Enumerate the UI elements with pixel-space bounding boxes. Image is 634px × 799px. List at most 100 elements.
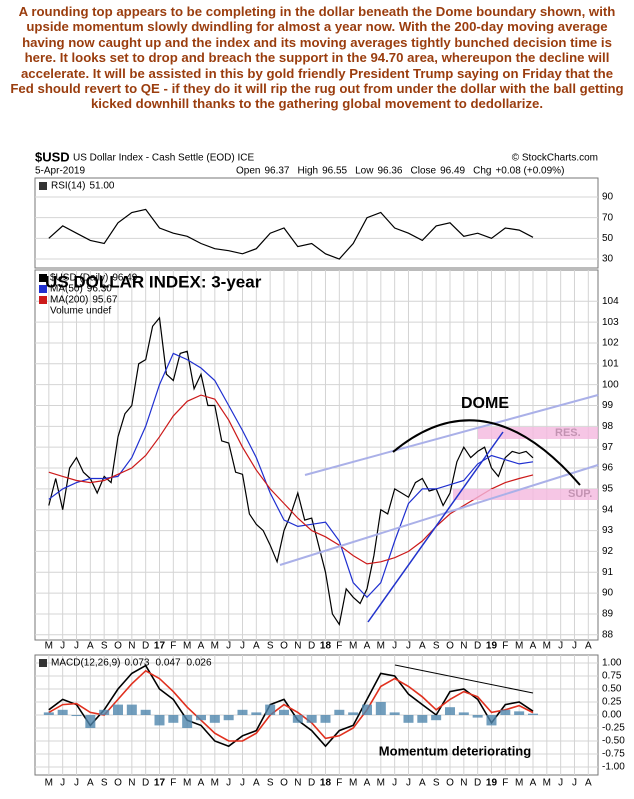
x-tick-label: F <box>170 641 176 652</box>
panel-title: US DOLLAR INDEX: 3-year <box>45 272 262 291</box>
histogram-bar <box>444 707 455 715</box>
y-tick-label: -1.00 <box>602 762 625 773</box>
x-tick-label: N <box>128 778 135 789</box>
x-tick-label: 18 <box>320 778 332 789</box>
x-tick-label: 19 <box>486 641 498 652</box>
quote-value: 96.55 <box>322 166 347 177</box>
quote-value: 96.49 <box>440 166 465 177</box>
symbol: $USD <box>35 149 70 164</box>
series-line <box>48 664 534 748</box>
histogram-bar <box>320 715 331 723</box>
macd-trendline <box>394 664 534 694</box>
x-tick-label: D <box>308 641 315 652</box>
x-tick-label: O <box>280 641 288 652</box>
x-tick-label: A <box>585 641 592 652</box>
y-tick-label: 30 <box>602 254 614 265</box>
y-tick-label: 90 <box>602 192 614 203</box>
histogram-bar <box>265 704 276 715</box>
histogram-bar <box>348 712 359 715</box>
y-tick-label: 100 <box>602 379 619 390</box>
x-tick-label: A <box>198 641 205 652</box>
legend-name: RSI(14) <box>51 181 85 192</box>
y-tick-label: 50 <box>602 233 614 244</box>
y-tick-label: 101 <box>602 358 619 369</box>
histogram-bar <box>389 712 400 715</box>
x-tick-label: A <box>87 778 94 789</box>
x-tick-label: O <box>446 778 454 789</box>
legend-name: MACD(12,26,9) <box>51 658 120 669</box>
y-tick-label: 92 <box>602 546 614 557</box>
x-tick-label: M <box>349 641 357 652</box>
legend-swatch <box>39 274 47 282</box>
x-tick-label: O <box>280 778 288 789</box>
x-tick-label: M <box>211 778 219 789</box>
description: US Dollar Index - Cash Settle (EOD) ICE <box>73 153 254 164</box>
histogram-bar <box>500 709 511 715</box>
panel-frame <box>34 269 599 641</box>
x-tick-label: J <box>60 778 65 789</box>
resistance-band <box>478 427 598 439</box>
x-tick-label: M <box>543 778 551 789</box>
x-tick-label: M <box>211 641 219 652</box>
y-tick-label: 97 <box>602 442 614 453</box>
x-tick-label: J <box>572 641 577 652</box>
x-tick-label: M <box>45 641 53 652</box>
histogram-bar <box>431 715 442 721</box>
x-tick-label: N <box>460 641 467 652</box>
channel-lower <box>279 464 599 566</box>
annotation: Momentum deteriorating <box>379 743 531 758</box>
x-tick-label: F <box>336 778 342 789</box>
histogram-bar <box>334 709 345 715</box>
legend-value: 0.073 <box>124 658 149 669</box>
x-tick-label: 18 <box>320 641 332 652</box>
y-tick-label: 0.50 <box>602 684 622 695</box>
x-tick-label: D <box>308 778 315 789</box>
commentary: A rounding top appears to be completing … <box>10 4 624 112</box>
legend-value: 96.30 <box>87 284 112 295</box>
x-tick-label: J <box>74 778 79 789</box>
x-tick-label: M <box>377 778 385 789</box>
x-tick-label: A <box>530 641 537 652</box>
y-tick-label: -0.75 <box>602 749 625 760</box>
histogram-bar <box>527 713 538 715</box>
histogram-bar <box>458 712 469 715</box>
y-tick-label: 99 <box>602 400 614 411</box>
histogram-bar <box>140 709 151 715</box>
x-tick-label: J <box>558 641 563 652</box>
y-tick-label: 0.25 <box>602 697 622 708</box>
x-tick-label: O <box>114 778 122 789</box>
quote-label: Open <box>236 166 260 177</box>
histogram-bar <box>99 709 110 715</box>
x-tick-label: O <box>114 641 122 652</box>
x-tick-label: S <box>101 641 108 652</box>
y-tick-label: 88 <box>602 629 614 640</box>
y-tick-label: 91 <box>602 567 614 578</box>
x-tick-label: D <box>474 778 481 789</box>
legend-value: 96.49 <box>112 273 137 284</box>
x-tick-label: D <box>142 778 149 789</box>
histogram-bar <box>306 715 317 723</box>
legend-swatch <box>39 285 47 293</box>
histogram-bar <box>71 715 82 717</box>
legend-name: $USD (Daily) <box>50 273 108 284</box>
x-tick-label: A <box>253 778 260 789</box>
histogram-bar <box>292 715 303 723</box>
quote-value: 96.37 <box>264 166 289 177</box>
histogram-bar <box>154 715 165 726</box>
x-tick-label: J <box>240 641 245 652</box>
histogram-bar <box>223 715 234 721</box>
histogram-bar <box>57 709 68 715</box>
x-tick-label: F <box>502 641 508 652</box>
x-tick-label: J <box>226 778 231 789</box>
histogram-bar <box>278 709 289 715</box>
x-tick-label: 19 <box>486 778 498 789</box>
legend-value: 51.00 <box>89 181 114 192</box>
dome-arc <box>392 419 581 486</box>
y-tick-label: 96 <box>602 463 614 474</box>
x-tick-label: J <box>240 778 245 789</box>
legend-note: Volume undef <box>50 306 111 317</box>
x-tick-label: A <box>364 641 371 652</box>
series-line <box>48 352 534 599</box>
x-tick-label: A <box>87 641 94 652</box>
